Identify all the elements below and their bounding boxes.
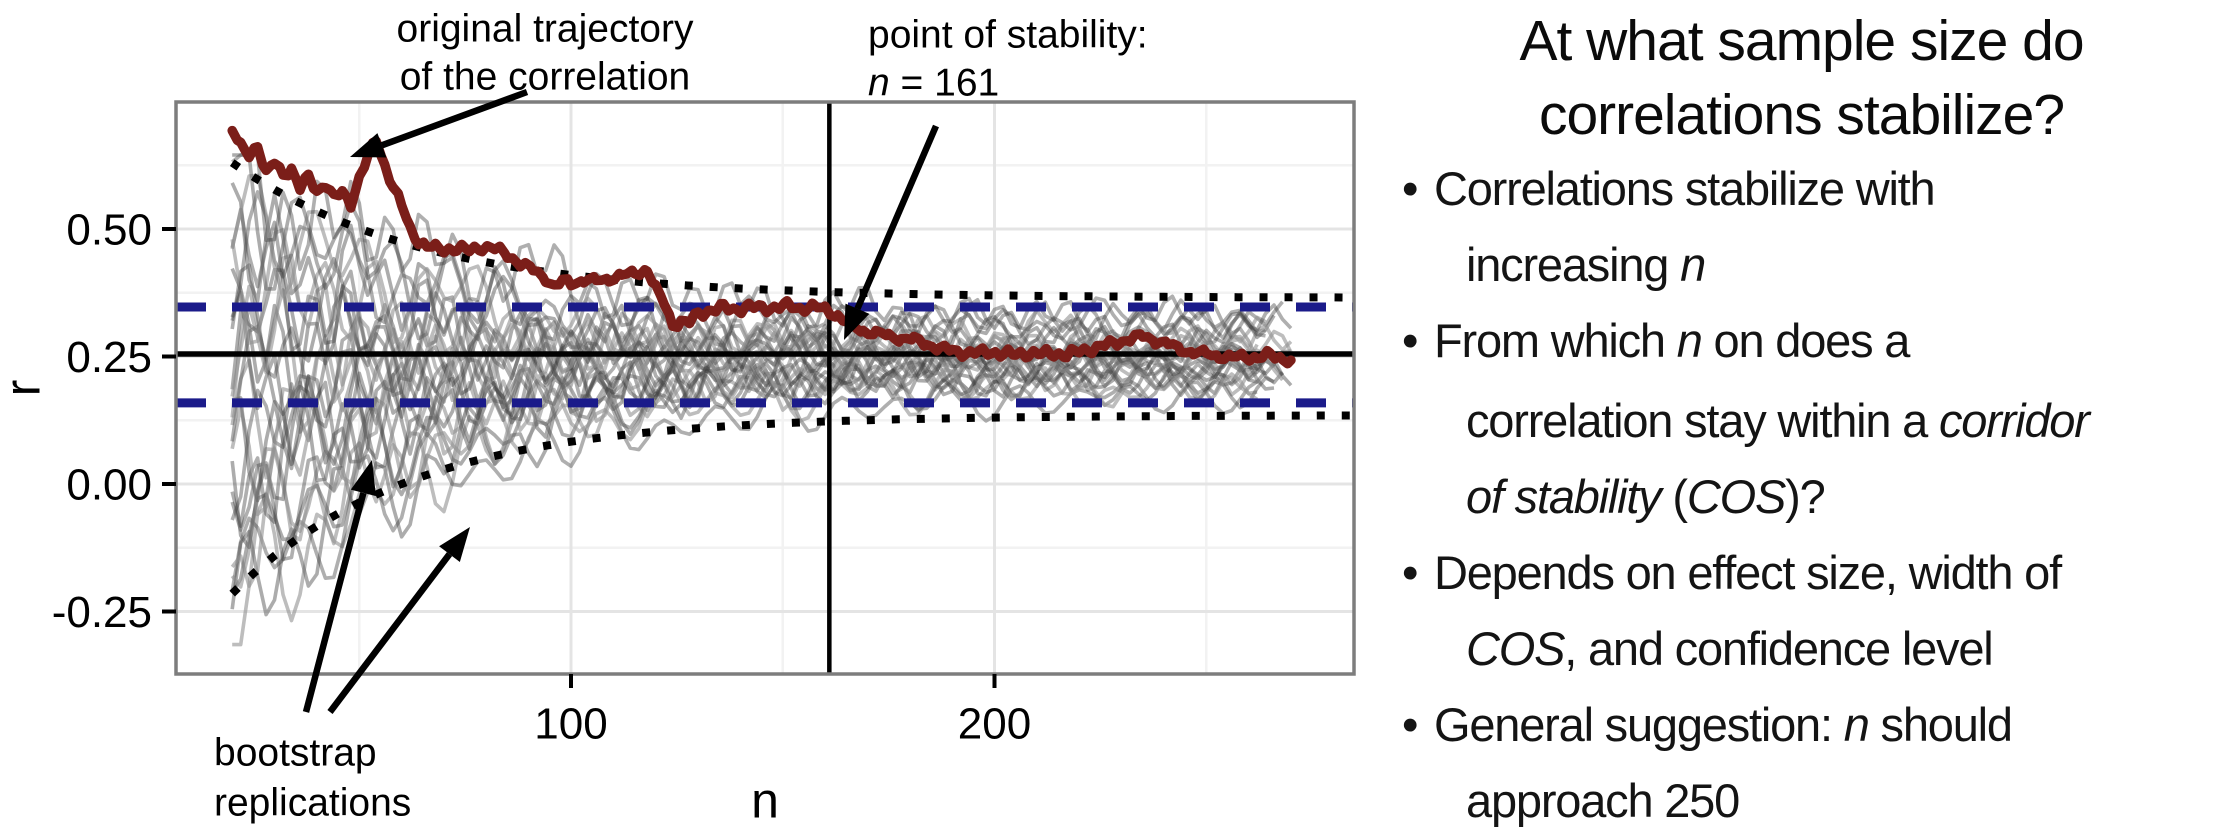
bullet-2-line-3: of stability (COS)? — [1466, 470, 1826, 523]
annotation-text: original trajectory — [397, 8, 694, 51]
annotation-arrow — [302, 492, 367, 713]
panel-title: At what sample size do correlations stab… — [1390, 4, 2213, 152]
plot-border — [174, 100, 1356, 676]
bullet-4-line-1: • General suggestion: n should — [1402, 698, 2013, 751]
annotation-text: n = 161 — [868, 62, 999, 105]
bullet-2-line-2: correlation stay within a corridor — [1466, 394, 2090, 447]
x-tick-label: 100 — [534, 699, 607, 748]
annotation-text: of the correlation — [400, 56, 691, 99]
annotation-arrow — [327, 552, 453, 714]
bullet-3-line-2: COS, and confidence level — [1466, 622, 1994, 675]
bullet-3-line-1: • Depends on effect size, width of — [1402, 546, 2062, 599]
y-axis-title: r — [0, 380, 51, 397]
bullet-1-line-1: • Correlations stabilize with — [1402, 162, 1936, 215]
y-tick-label: -0.25 — [52, 588, 152, 637]
original-trajectory-line — [227, 125, 1296, 369]
x-tick-label: 200 — [958, 699, 1031, 748]
annotation-arrowhead — [439, 527, 470, 562]
annotation-arrow — [854, 124, 939, 311]
y-tick-label: 0.00 — [66, 460, 152, 509]
annotation-point-of-stability: point of stability: n = 161 — [844, 14, 1148, 340]
annotation-bootstrap-replications: bootstrap replications — [214, 460, 470, 825]
annotation-original-trajectory: original trajectory of the correlation — [350, 8, 694, 158]
x-axis-title: n — [751, 773, 779, 828]
annotation-text: bootstrap — [214, 732, 377, 775]
annotation-arrow — [380, 88, 529, 149]
ci-lower-dotted-line — [229, 411, 1354, 597]
panel-title-line2: correlations stabilize? — [1538, 83, 2065, 147]
annotation-text: point of stability: — [868, 14, 1148, 57]
axes: 0.50 0.25 0.00 -0.25 100 200 n r — [0, 205, 1031, 828]
bullet-2-line-1: • From which n on does a — [1402, 314, 1910, 367]
bullet-1-line-2: increasing n — [1466, 238, 1706, 291]
panel-title-line1: At what sample size do — [1519, 9, 2084, 73]
text-panel: At what sample size do correlations stab… — [1390, 0, 2213, 828]
bullet-4-line-2: approach 250 — [1466, 774, 1740, 827]
y-tick-label: 0.25 — [66, 333, 152, 382]
annotation-arrowhead — [350, 133, 387, 158]
annotation-text: replications — [214, 782, 411, 825]
plot-data — [176, 102, 1354, 674]
annotation-arrowhead — [844, 303, 870, 340]
y-tick-label: 0.50 — [66, 205, 152, 254]
correlation-stability-chart: 0.50 0.25 0.00 -0.25 100 200 n r original trajec… — [0, 8, 1356, 828]
annotation-arrowhead — [350, 460, 376, 497]
